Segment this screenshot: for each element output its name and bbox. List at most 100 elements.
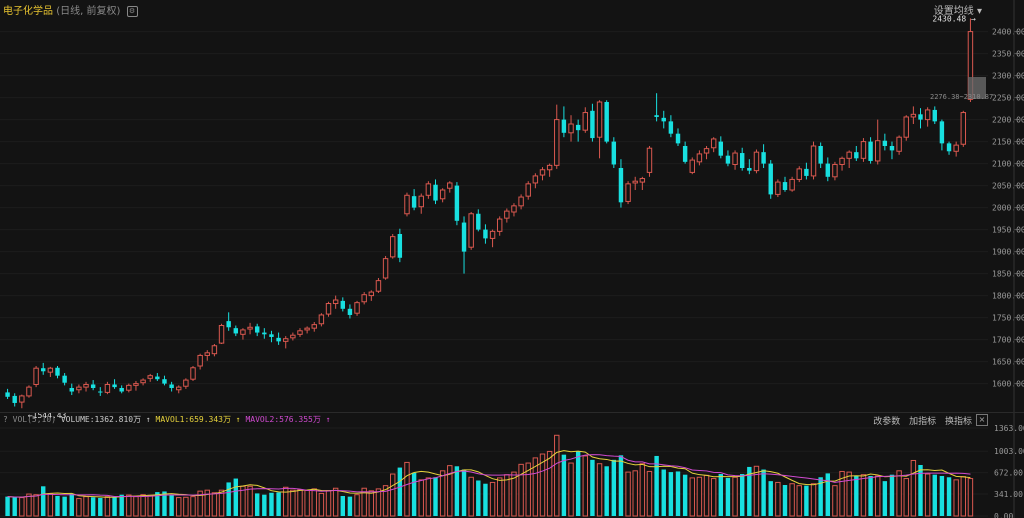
candle-body: [76, 386, 82, 391]
price-tick-label: 1800.00: [992, 292, 1024, 301]
candle-body: [532, 175, 539, 184]
candle-body: [347, 308, 353, 315]
volume-bar: [918, 464, 923, 516]
candle-body: [753, 151, 760, 172]
candle-body: [967, 31, 974, 100]
settings-ma-button[interactable]: 设置均线 ▾: [933, 6, 982, 17]
switch-indicator-button[interactable]: 换指标: [944, 417, 972, 427]
volume-bar: [696, 476, 703, 517]
high-price-label: 2430.48 →: [932, 14, 976, 23]
chart-header: 电子化学品 (日线, 前复权) ⚙: [3, 2, 138, 17]
candle-body: [846, 151, 852, 159]
candle-body: [19, 395, 25, 403]
annotations: 2430.48 → ←1544.43 2276.38~2310.87: [28, 14, 993, 420]
candle-body: [590, 110, 595, 139]
candle-body: [247, 326, 253, 330]
candle-body: [661, 117, 666, 122]
candle-body: [710, 138, 717, 149]
candle-body: [404, 194, 410, 215]
volume-bar: [768, 481, 773, 516]
volume-bar: [140, 494, 146, 517]
candle-body: [618, 168, 624, 203]
volume-bar: [875, 475, 881, 517]
volume-bar: [90, 497, 96, 516]
volume-bar: [703, 474, 710, 517]
candle-body: [461, 222, 467, 252]
volume-bar: [625, 471, 631, 517]
add-indicator-button[interactable]: 加指标: [909, 417, 937, 427]
candle-body: [411, 196, 417, 208]
volume-bar: [190, 496, 196, 517]
volume-bar: [854, 475, 859, 516]
chart-subtitle: (日线, 前复权): [56, 6, 121, 17]
volume-bar: [197, 490, 203, 517]
candle-body: [55, 367, 60, 376]
price-tick-label: 2100.00: [992, 160, 1024, 169]
volume-bar: [390, 473, 396, 517]
candle-body: [62, 375, 67, 383]
candle-body: [775, 181, 781, 195]
volume-bar: [739, 474, 745, 516]
candle-body: [953, 144, 959, 152]
edit-params-button[interactable]: 改参数: [873, 417, 901, 427]
pane-separator[interactable]: [0, 412, 1024, 413]
volume-bar: [361, 487, 367, 517]
volume-bar: [133, 496, 139, 517]
candles: [5, 18, 974, 409]
candle-body: [703, 148, 710, 154]
volume-bar: [967, 478, 974, 517]
candle-body: [632, 180, 638, 184]
candle-body: [190, 367, 196, 380]
chart-title: 电子化学品: [3, 6, 53, 17]
volume-bar: [425, 477, 432, 517]
mavol2-value: MAVOL2:576.355万: [245, 415, 321, 424]
price-tick-label: 1900.00: [992, 248, 1024, 257]
candle-body: [889, 146, 895, 151]
candle-body: [104, 383, 111, 393]
volume-bar: [732, 476, 738, 517]
settings-ma-label: 设置均线: [933, 6, 974, 17]
volume-bar: [12, 497, 17, 516]
volume-bar: [290, 489, 296, 517]
gear-icon[interactable]: ⚙: [126, 5, 138, 17]
candle-body: [854, 152, 859, 159]
candle-body: [604, 102, 609, 142]
volume-toolbar: 改参数 加指标 换指标: [867, 414, 972, 427]
candle-body: [69, 388, 74, 392]
volume-header: ? VOL(5,10) VOLUME:1362.810万 ↑ MAVOL1:65…: [3, 415, 331, 424]
volume-bar: [532, 457, 539, 517]
volume-bar: [761, 469, 766, 516]
volume-bar: [418, 479, 424, 517]
candle-body: [254, 326, 260, 333]
candle-body: [332, 299, 339, 305]
close-icon[interactable]: ×: [976, 414, 988, 426]
volume-bar: [439, 470, 446, 517]
volume-bar: [661, 469, 666, 516]
candle-body: [689, 159, 695, 173]
volume-bar: [433, 477, 438, 516]
candle-body: [439, 189, 446, 200]
candle-body: [83, 383, 89, 388]
volume-bar: [575, 451, 581, 516]
mavol1-line: [7, 450, 971, 498]
candle-body: [839, 157, 845, 165]
price-grid: [0, 31, 988, 385]
candle-body: [504, 210, 510, 219]
volume-bar: [618, 455, 624, 516]
candle-body: [818, 146, 823, 164]
candle-body: [169, 384, 174, 388]
volume-bar: [382, 485, 389, 517]
volume-bar: [682, 474, 688, 516]
candle-body: [447, 182, 453, 189]
volume-bar: [119, 494, 124, 516]
volume-bar: [468, 476, 474, 517]
help-icon[interactable]: ?: [3, 415, 8, 424]
candle-body: [596, 101, 603, 138]
candle-body: [290, 334, 296, 339]
candle-body: [732, 152, 738, 165]
volume-bar: [204, 489, 210, 517]
candle-body: [162, 379, 167, 384]
volume-bar: [254, 493, 260, 516]
volume-bar: [525, 462, 531, 517]
